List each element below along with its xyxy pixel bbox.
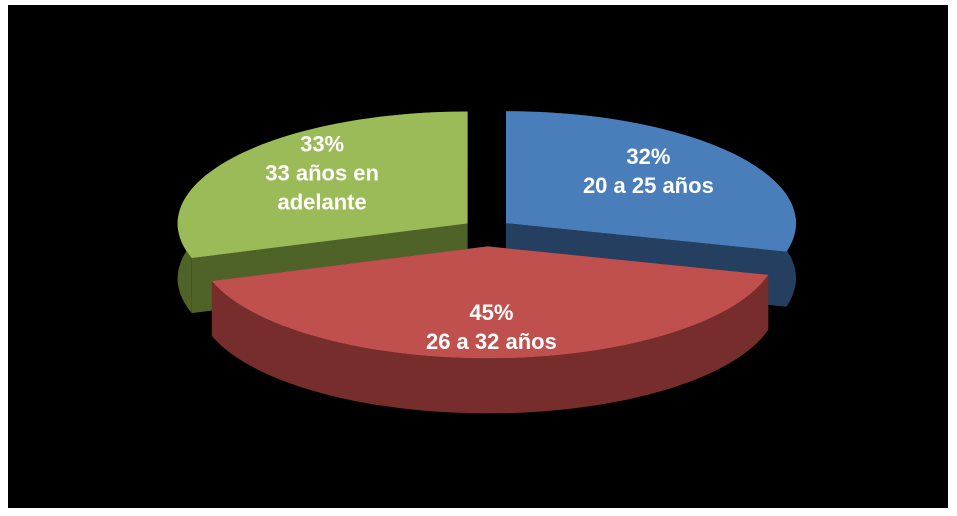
slice: [211, 246, 769, 359]
category-label: 33 años en adelante: [265, 160, 379, 215]
data-label: 33% 33 años en adelante: [252, 129, 392, 216]
category-label: 26 a 32 años: [425, 328, 557, 354]
value-label: 45%: [469, 299, 514, 325]
value-label: 32%: [626, 143, 671, 169]
value-label: 33%: [300, 131, 345, 157]
slice: [177, 111, 468, 259]
data-label: 45% 26 a 32 años: [396, 298, 586, 356]
data-label: 32% 20 a 25 años: [553, 142, 743, 200]
slice-wall: [211, 274, 769, 414]
slice: [506, 111, 796, 252]
category-label: 20 a 25 años: [582, 172, 714, 198]
